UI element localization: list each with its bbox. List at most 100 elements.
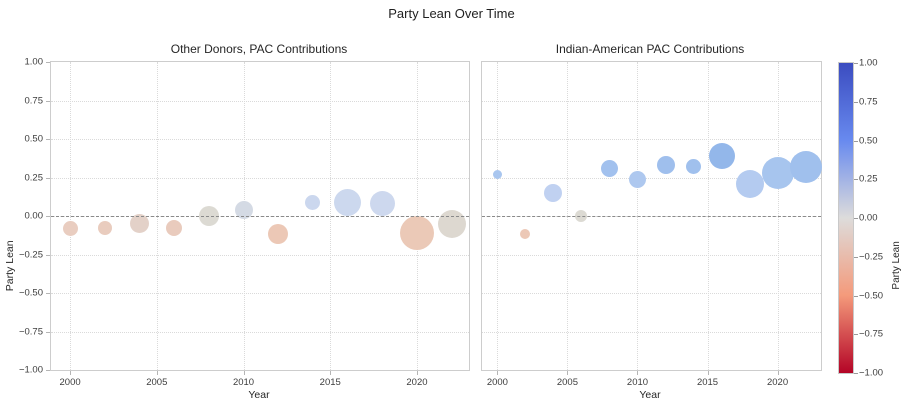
subplot-title-indian-american: Indian-American PAC Contributions [555, 42, 745, 56]
y-tick-mark [46, 331, 50, 333]
bubble [656, 156, 675, 175]
y-tick-label: 0.25 [24, 172, 44, 183]
gridline-horizontal [51, 177, 469, 179]
colorbar: 1.00 0.75 0.50 0.25 0.00 −0.25 −0.50 −0.75 −1.00 [838, 58, 883, 379]
bubble [166, 220, 183, 237]
zero-reference-line [51, 216, 469, 217]
colorbar-tick-mark [854, 218, 858, 219]
x-axis-label-left: Year [248, 389, 270, 401]
bubble [268, 224, 289, 245]
gridline-horizontal [51, 331, 469, 333]
gridline-horizontal [51, 139, 469, 140]
colorbar-gradient [839, 63, 853, 373]
x-tick-mark [497, 371, 499, 375]
colorbar-tick-mark [854, 334, 858, 336]
x-tick-label: 2020 [406, 377, 428, 388]
bubble [520, 229, 531, 240]
gridline-horizontal [482, 331, 821, 333]
colorbar-tick-label: 0.50 [859, 135, 878, 146]
y-tick-mark [46, 139, 50, 140]
x-tick-label: 2010 [232, 377, 255, 388]
colorbar-tick-mark [854, 101, 858, 103]
colorbar-tick-label: −0.75 [859, 328, 884, 340]
bubble [686, 159, 702, 175]
bubble [492, 169, 502, 179]
subplot-other-donors: 2000 2005 2010 2015 2020 1.00 0.75 0.50 0.25 0.00… [19, 57, 470, 388]
colorbar-tick-label: 0.25 [859, 173, 878, 185]
x-axis-label-right: Year [639, 389, 661, 401]
bubble [708, 142, 735, 169]
bubble [761, 156, 794, 189]
bubble [789, 150, 822, 183]
colorbar-tick-label: −0.25 [859, 251, 884, 263]
y-tick-label: −0.50 [18, 287, 43, 299]
bubble [334, 188, 362, 216]
bubble [600, 159, 618, 177]
bubble [62, 220, 78, 236]
colorbar-label: Party Lean [891, 241, 902, 290]
subplot-title-other-donors: Other Donors, PAC Contributions [170, 42, 348, 56]
x-tick-mark [70, 371, 72, 375]
bubble [234, 200, 253, 219]
x-tick-mark [777, 371, 779, 375]
x-tick-label: 2010 [626, 377, 649, 388]
gridline-horizontal [482, 139, 821, 140]
gridline-horizontal [482, 177, 821, 179]
bubble [97, 221, 112, 236]
y-tick-mark [46, 62, 50, 63]
colorbar-tick-mark [854, 63, 858, 64]
y-tick-label: 0.75 [24, 95, 44, 106]
x-tick-mark [330, 371, 332, 375]
bubble [399, 215, 434, 250]
y-tick-mark [46, 177, 50, 179]
gridline-horizontal [482, 254, 821, 256]
x-tick-label: 2015 [319, 377, 341, 388]
gridline-horizontal [51, 254, 469, 256]
colorbar-tick-label: −1.00 [859, 367, 884, 379]
figure-title: Party Lean Over Time [388, 6, 515, 21]
colorbar-tick-label: 0.00 [859, 212, 878, 224]
y-tick-label: −0.75 [18, 326, 43, 337]
colorbar-tick-mark [854, 179, 858, 181]
gridline-horizontal [482, 293, 821, 294]
y-tick-mark [46, 216, 50, 217]
colorbar-tick-mark [854, 256, 858, 258]
x-tick-mark [156, 371, 158, 375]
colorbar-tick-mark [854, 295, 858, 297]
colorbar-tick-label: 1.00 [859, 57, 878, 69]
zero-reference-line [482, 216, 821, 217]
bubble [628, 170, 646, 188]
y-tick-label: 1.00 [24, 56, 44, 68]
x-tick-label: 2015 [696, 377, 719, 388]
x-tick-label: 2000 [59, 377, 81, 388]
colorbar-tick-mark [854, 373, 858, 374]
x-tick-mark [416, 371, 418, 375]
bubble [305, 194, 321, 210]
bubble [437, 209, 466, 238]
x-tick-mark [243, 371, 245, 375]
colorbar-tick-label: 0.75 [859, 96, 878, 108]
colorbar-tick-label: −0.50 [859, 290, 884, 301]
bubble [369, 191, 395, 217]
x-tick-label: 2005 [146, 377, 168, 388]
gridline-horizontal [51, 293, 469, 294]
subplot-indian-american: 2000 2005 2010 2015 2020 [481, 61, 822, 388]
x-tick-mark [707, 371, 709, 375]
gridline-horizontal [482, 100, 821, 102]
y-tick-label: −0.25 [18, 249, 43, 260]
y-axis-label: Party Lean [4, 240, 16, 292]
y-tick-label: 0.50 [24, 133, 44, 145]
x-tick-label: 2005 [556, 377, 579, 388]
bubble [544, 183, 563, 202]
x-tick-mark [567, 371, 569, 375]
y-tick-mark [46, 293, 50, 294]
x-tick-label: 2020 [766, 377, 789, 388]
y-tick-mark [46, 370, 50, 371]
x-tick-label: 2000 [486, 377, 508, 388]
y-tick-mark [46, 100, 50, 102]
x-tick-mark [637, 371, 639, 375]
y-tick-mark [46, 254, 50, 256]
bubble [129, 214, 149, 234]
y-tick-label: 0.00 [24, 210, 44, 222]
